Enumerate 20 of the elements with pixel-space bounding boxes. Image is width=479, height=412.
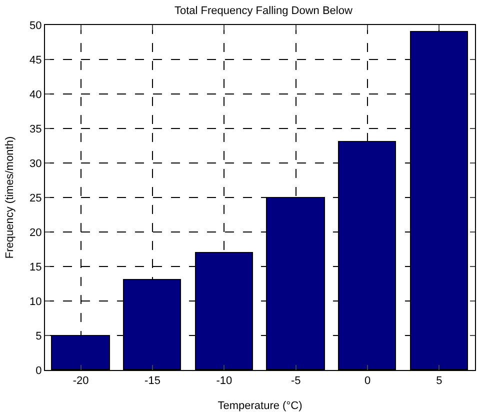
y-tick-label: 25 — [30, 192, 42, 204]
y-tick-label: 45 — [30, 54, 42, 66]
y-tick-label: 30 — [30, 158, 42, 170]
x-tick-label: -15 — [144, 375, 160, 388]
x-axis-title: Temperature (°C) — [218, 400, 302, 412]
y-tick-label: 0 — [36, 364, 42, 377]
x-tick-label: -5 — [290, 375, 301, 388]
y-tick-label: 20 — [30, 226, 42, 239]
x-tick-label: -10 — [216, 375, 232, 388]
y-tick-label: 35 — [30, 123, 42, 136]
y-tick-label: 50 — [30, 20, 42, 32]
y-tick-label: 15 — [30, 261, 42, 274]
y-tick-label: 40 — [30, 88, 42, 101]
y-tick-label: 10 — [30, 296, 42, 308]
chart-title: Total Frequency Falling Down Below — [174, 4, 352, 17]
y-tick-label: 5 — [36, 330, 42, 342]
x-tick-label: 5 — [436, 375, 442, 388]
x-tick-label: -20 — [72, 375, 89, 388]
y-axis-title: Frequency (times/month) — [4, 136, 16, 259]
x-tick-label: 0 — [364, 375, 371, 388]
